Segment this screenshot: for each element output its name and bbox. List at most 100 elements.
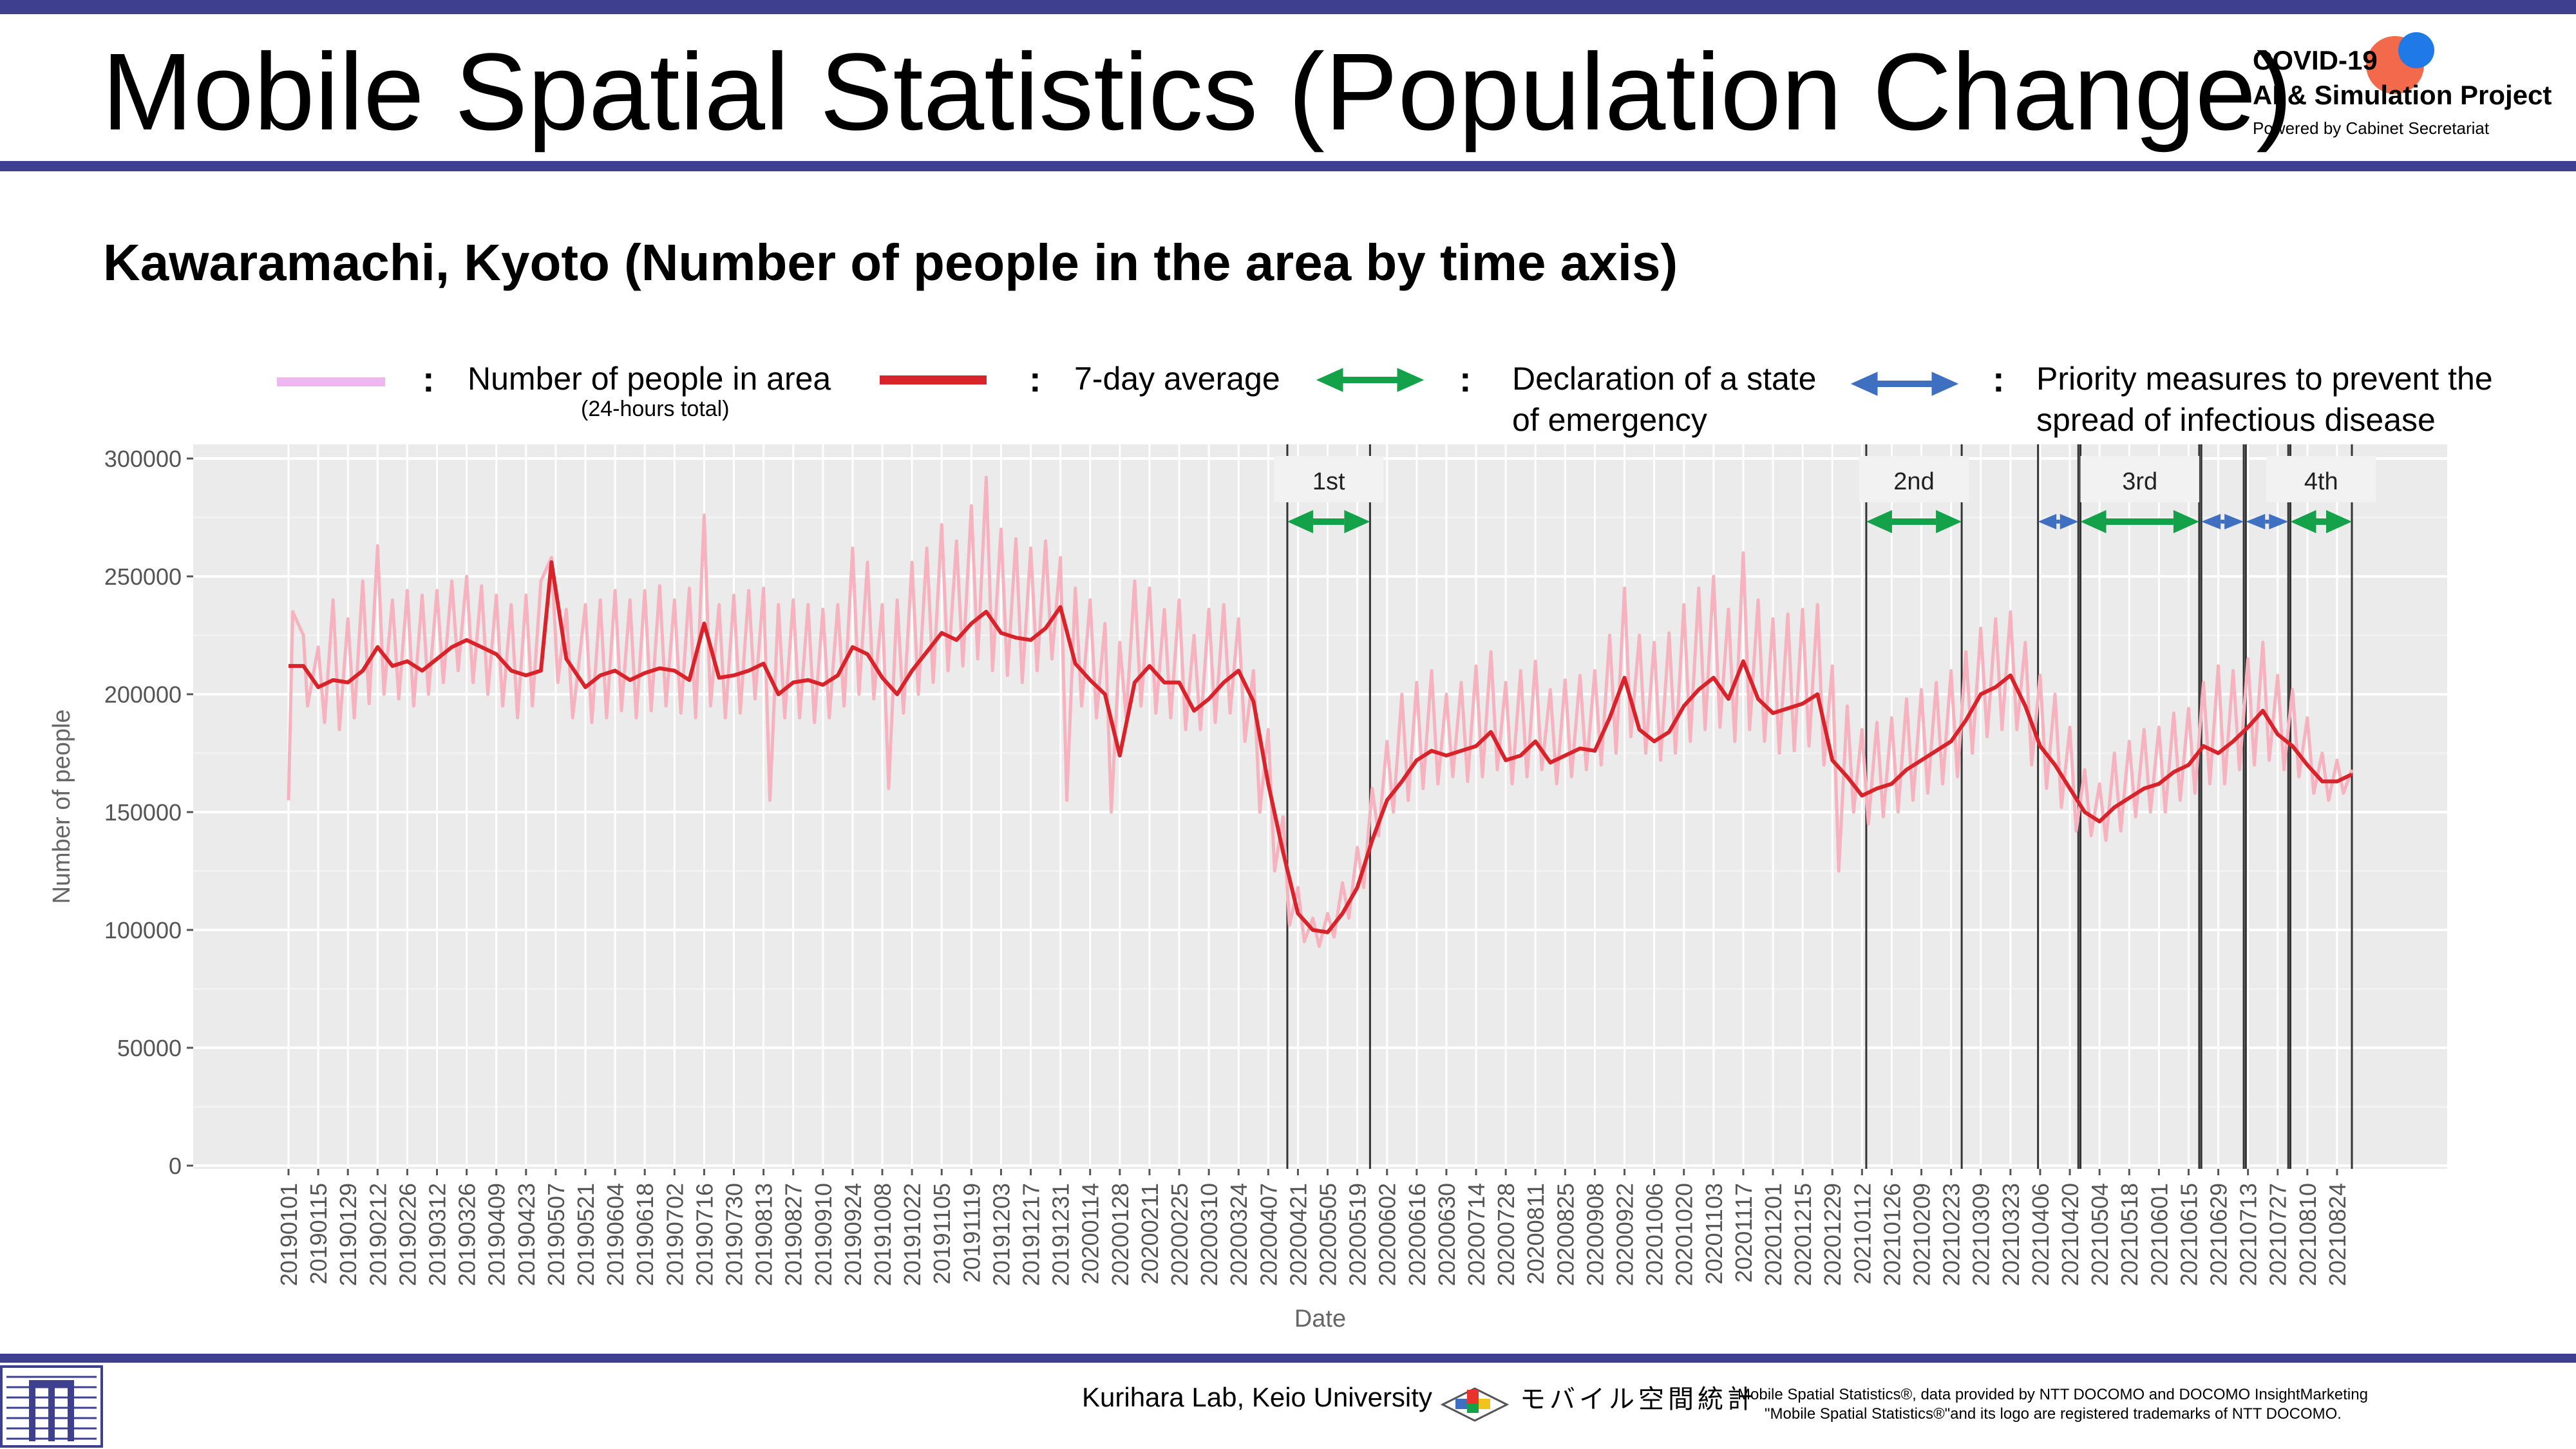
x-tick-label: 20201215 [1790, 1183, 1816, 1286]
x-tick-label: 20190129 [335, 1183, 361, 1286]
x-tick-label: 20201006 [1642, 1183, 1668, 1286]
x-tick-label: 20210420 [2057, 1183, 2083, 1286]
x-tick-label: 20200602 [1374, 1183, 1401, 1286]
x-tick-label: 20210126 [1879, 1183, 1905, 1286]
kurihara-lab-logo-icon [0, 1365, 103, 1448]
x-tick-label: 20190604 [602, 1183, 629, 1286]
x-tick-label: 20200128 [1107, 1183, 1133, 1286]
x-tick-label: 20191217 [1018, 1183, 1045, 1286]
y-tick-label: 200000 [104, 681, 182, 708]
x-tick-label: 20190924 [840, 1183, 866, 1286]
x-tick-label: 20201020 [1671, 1183, 1698, 1286]
x-tick-label: 20200811 [1522, 1183, 1549, 1285]
x-tick-label: 20190702 [661, 1183, 688, 1286]
x-tick-label: 20210518 [2116, 1183, 2143, 1286]
x-tick-label: 20210112 [1849, 1183, 1875, 1285]
footer-lab-name: Kurihara Lab, Keio University [1082, 1382, 1432, 1412]
x-tick-label: 20210209 [1909, 1183, 1935, 1286]
series-layer [287, 475, 2354, 949]
x-tick-label: 20200505 [1315, 1183, 1341, 1286]
priority-arrow-head [2060, 514, 2079, 529]
legend-colon: : [1459, 359, 1472, 399]
project-logo: COVID-19 AI & Simulation Project Powered… [2250, 26, 2559, 155]
legend-priority-label-2: spread of infectious disease [2036, 402, 2436, 438]
emergency-arrow-head [2173, 510, 2199, 533]
footer-note-1: Mobile Spatial Statistics®, data provide… [1738, 1386, 2368, 1403]
x-tick-label: 20210223 [1938, 1183, 1965, 1286]
x-tick-label: 20190226 [394, 1183, 421, 1286]
chart-subtitle: Kawaramachi, Kyoto (Number of people in … [103, 234, 1678, 291]
x-tick-label: 20190827 [781, 1183, 807, 1286]
docomo-cube-icon [1440, 1387, 1510, 1422]
legend-colon: : [1029, 359, 1041, 399]
y-tick-label: 0 [169, 1153, 182, 1179]
x-tick-label: 20191022 [899, 1183, 925, 1286]
x-tick-label: 20210601 [2146, 1183, 2172, 1286]
x-tick-label: 20190521 [573, 1183, 599, 1286]
legend-emergency-label-1: Declaration of a state [1512, 361, 1817, 397]
x-tick-label: 20210713 [2235, 1183, 2262, 1286]
x-tick-label: 20200324 [1226, 1183, 1252, 1286]
legend-daily-label: Number of people in area [468, 361, 831, 397]
x-tick-label: 20190730 [721, 1183, 748, 1286]
legend-priority-label-1: Priority measures to prevent the [2036, 361, 2493, 397]
y-axis-title: Number of people [48, 709, 75, 904]
emergency-arrow-head [2290, 510, 2316, 533]
x-tick-label: 20210810 [2295, 1183, 2321, 1286]
x-tick-label: 20210504 [2087, 1183, 2113, 1286]
legend-emergency-arrow-icon [1316, 368, 1425, 392]
x-tick-label: 20200114 [1077, 1183, 1104, 1285]
emergency-arrow-head [2326, 510, 2352, 533]
x-tick-label: 20200616 [1404, 1183, 1430, 1286]
x-axis-title: Date [1294, 1305, 1346, 1332]
y-tick-label: 150000 [104, 799, 182, 826]
emergency-arrow-head [1344, 510, 1370, 533]
x-tick-label: 20190716 [691, 1183, 717, 1286]
x-tick-label: 20201229 [1819, 1183, 1846, 1286]
x-tick-label: 20200714 [1463, 1183, 1490, 1286]
x-tick-label: 20191105 [929, 1183, 955, 1285]
priority-arrow-head [2038, 514, 2057, 529]
axis-layer: 0 50000 100000 150000 200000 250000 300000 2019… [104, 446, 2351, 1286]
page-title: Mobile Spatial Statistics (Population Ch… [102, 31, 2293, 153]
logo-line-2: AI & Simulation Project [2253, 80, 2552, 110]
legend-colon: : [1993, 359, 2005, 399]
period-label: 4th [2304, 468, 2338, 495]
x-tick-label: 20210309 [1968, 1183, 1994, 1286]
x-tick-label: 20210323 [1998, 1183, 2024, 1286]
period-label-box [2266, 456, 2376, 502]
x-tick-label: 20190212 [365, 1183, 391, 1286]
x-tick-label: 20201201 [1760, 1183, 1786, 1286]
x-tick-label: 20201103 [1701, 1183, 1727, 1285]
y-tick-label: 50000 [117, 1035, 182, 1061]
x-tick-label: 20200825 [1552, 1183, 1578, 1286]
x-tick-label: 20200421 [1285, 1183, 1311, 1286]
emergency-arrow-head [1936, 510, 1962, 533]
period-label: 3rd [2122, 468, 2157, 495]
x-tick-label: 20200908 [1582, 1183, 1608, 1286]
emergency-arrow-head [2080, 510, 2107, 533]
footer-note-2: "Mobile Spatial Statistics®"and its logo… [1765, 1405, 2342, 1423]
average-series-line [289, 560, 2353, 934]
logo-line-1: COVID-19 [2253, 45, 2378, 75]
period-label-box [2080, 456, 2199, 502]
x-tick-label: 20200310 [1196, 1183, 1222, 1286]
x-tick-label: 20191119 [958, 1183, 985, 1283]
priority-arrow-head [2269, 514, 2289, 529]
title-divider [0, 161, 2576, 171]
x-tick-label: 20210629 [2206, 1183, 2232, 1286]
x-tick-label: 20190312 [424, 1183, 451, 1286]
x-tick-label: 20190618 [632, 1183, 658, 1286]
x-tick-label: 20201117 [1730, 1183, 1757, 1283]
priority-arrow-head [2246, 514, 2266, 529]
x-tick-label: 20190910 [810, 1183, 837, 1286]
top-brand-bar [0, 0, 2576, 14]
period-label: 2nd [1893, 468, 1934, 495]
footer-divider [0, 1354, 2576, 1363]
x-tick-label: 20190326 [454, 1183, 480, 1286]
footer-jp-logo: モバイル空間統計 [1520, 1385, 1757, 1414]
y-tick-label: 100000 [104, 917, 182, 943]
period-label: 1st [1312, 468, 1345, 495]
legend-swatches [277, 368, 1959, 396]
x-tick-label: 20190813 [751, 1183, 777, 1286]
